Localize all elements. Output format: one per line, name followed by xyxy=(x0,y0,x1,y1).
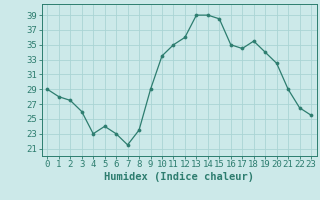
X-axis label: Humidex (Indice chaleur): Humidex (Indice chaleur) xyxy=(104,172,254,182)
